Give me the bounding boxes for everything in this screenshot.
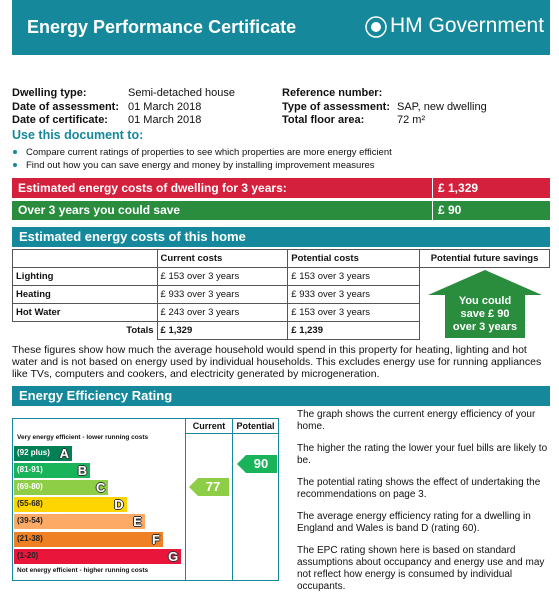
band: (92 plus) A (14, 446, 72, 461)
heading-text: Estimated energy costs of this home (19, 229, 246, 244)
detail-value: SAP, new dwelling (397, 100, 487, 113)
cost-value: £ 1,329 (438, 181, 479, 195)
cost-cell: £ 933 over 3 years (156, 285, 289, 304)
band-letter: E (133, 514, 142, 530)
saving-label: Over 3 years you could save (18, 203, 181, 217)
note-paragraph: The average energy efficiency rating for… (297, 511, 531, 534)
detail-value: Semi-detached house (128, 87, 236, 99)
title: Energy Performance Certificate (27, 17, 297, 37)
cost-row: Hot Water £ 243 over 3 years £ 153 over 3 … (12, 303, 550, 322)
heading-text: Energy Efficiency Rating (19, 388, 173, 403)
band-range: (69-80) (17, 482, 43, 492)
cost-label: Estimated energy costs of dwelling for 3… (18, 181, 287, 195)
section-heading: Energy Efficiency Rating (12, 386, 550, 406)
band: (39-54) E (14, 514, 145, 530)
band: (81-91) B (14, 463, 91, 479)
bullet-dot (13, 150, 17, 154)
arrow-shape (428, 270, 543, 338)
note-paragraph: The potential rating shows the effect of… (297, 477, 541, 500)
detail-label: Date of certificate: (12, 114, 108, 126)
logo-text: HM Government (390, 14, 545, 37)
band-letter: G (168, 548, 179, 564)
detail-label: Reference number: (282, 87, 383, 99)
rating-chart (12, 418, 279, 581)
detail-label: Date of assessment: (12, 100, 119, 113)
current-value: 77 (206, 479, 220, 494)
header-cell: Current costs (156, 249, 289, 268)
savings-text: over 3 years (453, 321, 517, 333)
band-letter: C (96, 480, 106, 496)
detail-label: Total floor area: (282, 114, 365, 126)
notes: The graph shows the current energy effic… (297, 409, 550, 598)
saving-bar: Over 3 years you could save £ 90 (12, 201, 550, 220)
note: These figures show how much the average … (12, 344, 542, 380)
totals-label: Totals (12, 321, 158, 340)
band-range: (55-68) (17, 499, 43, 509)
savings-cell: You could save £ 90 over 3 years (420, 268, 550, 340)
saving-value: £ 90 (438, 203, 462, 217)
usage-heading: Use this document to: (12, 128, 144, 142)
band-letter: B (77, 463, 88, 479)
total-cell: £ 1,239 (287, 321, 421, 340)
current-rating: 77 (189, 478, 229, 496)
detail-value: 01 March 2018 (128, 114, 202, 126)
detail-label: Dwelling type: (12, 87, 87, 99)
totals-row: Totals £ 1,329 £ 1,239 (12, 321, 550, 340)
header-cell: Potential future savings (419, 249, 550, 268)
cost-cell: £ 153 over 3 years (287, 267, 421, 286)
potential-value: 90 (254, 456, 268, 471)
row-label: Hot Water (12, 303, 158, 322)
cost-row: Lighting £ 153 over 3 years £ 153 over 3 y… (12, 267, 550, 338)
detail-label: Type of assessment: (282, 100, 391, 113)
row-label: Lighting (12, 267, 158, 286)
bullet-text: Compare current ratings of properties to… (26, 147, 392, 158)
bottom-label: Not energy efficient - higher running co… (17, 567, 149, 574)
detail-value: 01 March 2018 (128, 100, 202, 113)
cost-cell: £ 153 over 3 years (287, 303, 421, 322)
band: (1-20) G (14, 548, 182, 564)
column-header: Potential (236, 421, 275, 431)
cost-cell: £ 933 over 3 years (287, 285, 421, 304)
note-paragraph: The EPC rating shown here is based on st… (297, 545, 545, 592)
cost-cell: £ 153 over 3 years (156, 267, 289, 286)
detail-value: 72 m² (397, 114, 426, 126)
band-range: (81-91) (17, 465, 43, 475)
cost-bar: Estimated energy costs of dwelling for 3… (12, 178, 550, 198)
header-cell: Potential costs (287, 249, 421, 268)
band: (21-38) F (14, 531, 163, 547)
band-range: (1-20) (17, 550, 39, 560)
band: (69-80) C (14, 480, 109, 496)
header-row: Current costs Potential costs Potential fu… (12, 249, 550, 268)
note-paragraph: The graph shows the current energy effic… (297, 409, 536, 432)
crest (365, 16, 387, 38)
column-header: Current (192, 421, 226, 431)
section-heading: Estimated energy costs of this home (12, 227, 550, 247)
bullet-dot (13, 162, 17, 167)
note-paragraph: The higher the rating the lower your fue… (297, 443, 548, 466)
potential-rating: 90 (237, 455, 277, 473)
row-label: Heating (12, 285, 158, 304)
header-bar (12, 0, 550, 55)
total-cell: £ 1,329 (156, 321, 289, 340)
savings-text: You could (459, 295, 511, 307)
costs-table: Current costs Potential costs Potential fu… (12, 249, 550, 340)
header-cell (12, 249, 158, 268)
savings-text: save £ 90 (461, 308, 510, 320)
cost-cell: £ 243 over 3 years (156, 303, 289, 322)
top-label: Very energy efficient - lower running co… (17, 434, 149, 441)
band: (55-68) D (14, 497, 127, 513)
band-letter: D (114, 497, 124, 513)
band-range: (39-54) (17, 516, 43, 526)
bullet-text: Find out how you can save energy and mon… (26, 159, 375, 171)
band-range: (21-38) (17, 533, 43, 543)
band-letter: A (59, 446, 69, 461)
band-range: (92 plus) (17, 448, 50, 457)
band-letter: F (152, 531, 160, 547)
